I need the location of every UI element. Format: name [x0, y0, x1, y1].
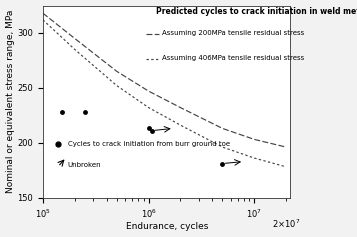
- Text: Predicted cycles to crack initiation in weld metal: Predicted cycles to crack initiation in …: [156, 8, 357, 17]
- X-axis label: Endurance, cycles: Endurance, cycles: [126, 223, 208, 232]
- Text: $2{\times}10^7$: $2{\times}10^7$: [272, 217, 300, 230]
- Y-axis label: Nominal or equivalent stress range, MPa: Nominal or equivalent stress range, MPa: [6, 10, 15, 193]
- Text: Assuming 406MPa tensile residual stress: Assuming 406MPa tensile residual stress: [162, 55, 304, 60]
- Text: Unbroken: Unbroken: [68, 162, 101, 168]
- Text: Assuming 200MPa tensile residual stress: Assuming 200MPa tensile residual stress: [162, 30, 304, 36]
- Text: Cycles to crack initiation from burr ground toe: Cycles to crack initiation from burr gro…: [68, 141, 230, 147]
